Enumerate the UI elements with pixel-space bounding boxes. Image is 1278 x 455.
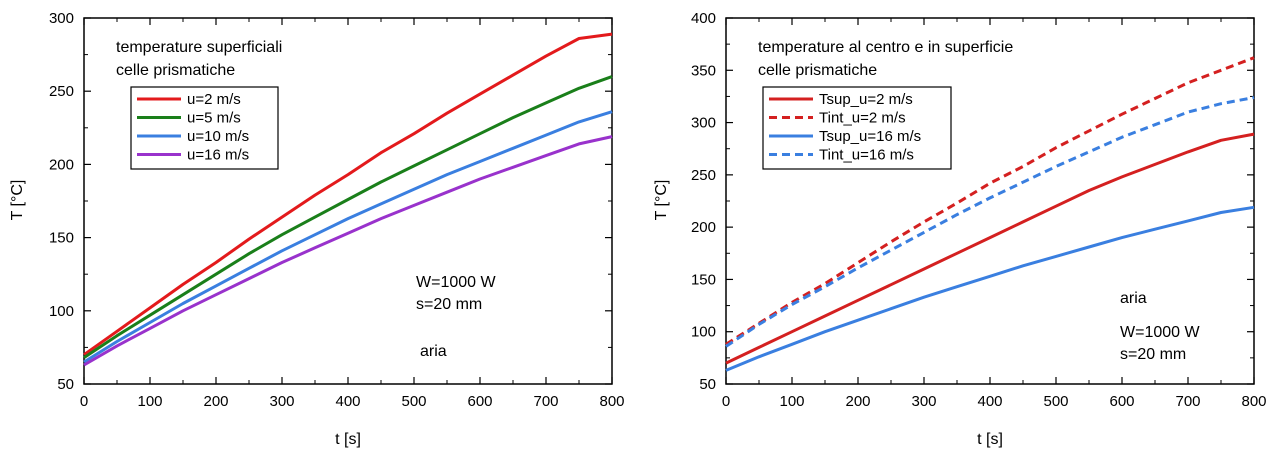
series-line-3 (725, 205, 1255, 372)
legend-label: Tsup_u=16 m/s (819, 128, 921, 145)
series-line-1 (725, 132, 1255, 365)
series-line-3 (83, 110, 613, 364)
chart-2: 0 100 200 300 400 500 600 700 800 50 100 150 200 250 3… (653, 10, 1267, 448)
y-tick-label: 300 (691, 115, 716, 132)
y-tick-label: 50 (699, 376, 716, 393)
x-tick-label: 200 (845, 393, 870, 410)
y-tick-label: 250 (49, 83, 74, 100)
legend-label: u=10 m/s (187, 128, 249, 145)
y-tick-label: 400 (691, 10, 716, 27)
y-tick-label: 100 (49, 303, 74, 320)
x-axis-label: t [s] (335, 431, 361, 448)
y-tick-label: 250 (691, 167, 716, 184)
x-tick-label: 300 (911, 393, 936, 410)
series-line-4 (725, 96, 1255, 348)
annotation-text: s=20 mm (1120, 346, 1186, 363)
series-line-2 (725, 56, 1255, 346)
legend-box (762, 86, 952, 170)
x-tick-label: 800 (599, 393, 624, 410)
y-axis-label: T [°C] (653, 180, 670, 221)
x-tick-label: 700 (533, 393, 558, 410)
y-tick-label: 150 (691, 271, 716, 288)
x-tick-label: 300 (269, 393, 294, 410)
annotation-text: aria (1120, 290, 1147, 307)
annotation-text: W=1000 W (416, 274, 496, 291)
x-tick-label: 500 (1043, 393, 1068, 410)
x-tick-label: 100 (137, 393, 162, 410)
y-tick-label: 350 (691, 62, 716, 79)
series-line-2 (83, 75, 613, 359)
annotation-text: W=1000 W (1120, 324, 1200, 341)
legend-label: u=16 m/s (187, 147, 249, 164)
y-tick-label: 150 (49, 230, 74, 247)
x-tick-label: 600 (1109, 393, 1134, 410)
y-tick-label: 300 (49, 10, 74, 27)
annotation-text: temperature al centro e in superficie (758, 39, 1013, 56)
annotation-text: aria (420, 343, 447, 360)
y-axis-label: T [°C] (9, 180, 26, 221)
legend-label: Tint_u=16 m/s (819, 147, 914, 164)
y-tick-label: 200 (49, 156, 74, 173)
x-tick-label: 500 (401, 393, 426, 410)
x-tick-label: 400 (335, 393, 360, 410)
x-tick-label: 800 (1241, 393, 1266, 410)
y-tick-label: 100 (691, 324, 716, 341)
x-tick-label: 700 (1175, 393, 1200, 410)
x-axis-label: t [s] (977, 431, 1003, 448)
annotation-text: temperature superficiali (116, 39, 282, 56)
annotation-text: s=20 mm (416, 296, 482, 313)
series-line-4 (83, 135, 613, 367)
y-tick-label: 50 (57, 376, 74, 393)
x-tick-label: 100 (779, 393, 804, 410)
legend-label: Tint_u=2 m/s (819, 110, 906, 127)
x-tick-label: 0 (80, 393, 88, 410)
chart-1: 0 100 200 300 400 500 600 700 800 50 100 150 200 250 3… (9, 10, 625, 448)
x-tick-label: 600 (467, 393, 492, 410)
legend-label: Tsup_u=2 m/s (819, 91, 913, 108)
annotation-text: celle prismatiche (758, 62, 877, 79)
x-tick-label: 0 (722, 393, 730, 410)
annotation-text: celle prismatiche (116, 62, 235, 79)
series-line-1 (83, 32, 613, 356)
y-tick-label: 200 (691, 219, 716, 236)
x-tick-label: 400 (977, 393, 1002, 410)
legend-label: u=5 m/s (187, 110, 241, 127)
x-tick-label: 200 (203, 393, 228, 410)
legend-label: u=2 m/s (187, 91, 241, 108)
